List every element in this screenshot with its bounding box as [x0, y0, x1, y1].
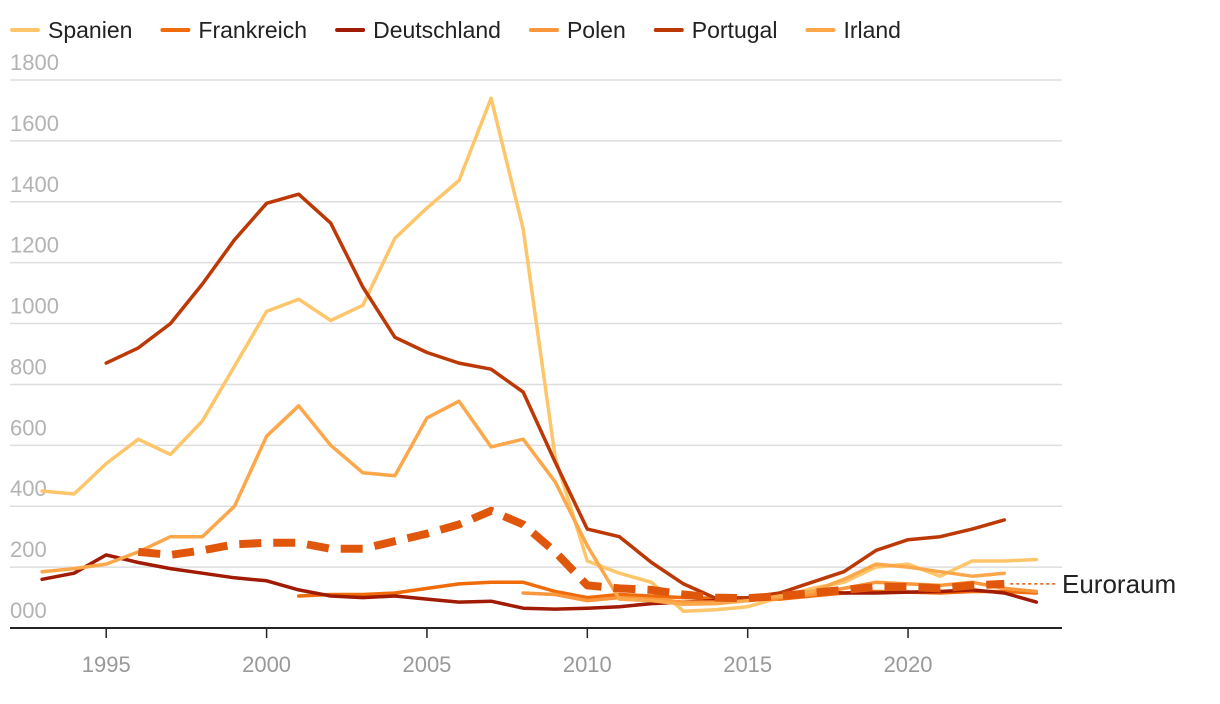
series-line-irland — [40, 399, 1007, 607]
x-tick-label: 2000 — [242, 652, 291, 677]
legend-label: Spanien — [48, 17, 132, 43]
y-tick-label: 400 — [10, 476, 47, 501]
legend-item-frankreich: Frankreich — [160, 17, 307, 43]
annotation-label: Euroraum — [1062, 569, 1176, 599]
x-tick-label: 2015 — [723, 652, 772, 677]
x-tick-label: 1995 — [82, 652, 131, 677]
y-tick-label: 1400 — [10, 172, 59, 197]
y-tick-label: 1600 — [10, 111, 59, 136]
annotations: Euroraum — [1010, 569, 1176, 599]
x-axis-ticks: 1995 2000 2005 2010 2015 2020 — [82, 628, 933, 677]
legend-label: Irland — [843, 17, 901, 43]
legend-item-polen: Polen — [528, 17, 626, 43]
y-tick-label: 800 — [10, 354, 47, 379]
legend-label: Portugal — [692, 17, 778, 43]
y-tick-label: 1200 — [10, 233, 59, 258]
series-line-portugal — [104, 192, 1007, 600]
legend-label: Polen — [567, 17, 626, 43]
legend-item-portugal: Portugal — [653, 17, 778, 43]
legend-label: Deutschland — [373, 17, 501, 43]
x-tick-label: 2010 — [563, 652, 612, 677]
series-line-euroraum — [137, 506, 1005, 603]
y-tick-label: 000 — [10, 598, 47, 623]
series-line-deutschland — [40, 553, 1039, 611]
y-tick-label: 1800 — [10, 50, 59, 75]
legend-item-irland: Irland — [805, 17, 901, 43]
legend-item-spanien: Spanien — [10, 17, 132, 43]
y-tick-label: 200 — [10, 537, 47, 562]
x-tick-label: 2020 — [884, 652, 933, 677]
y-tick-label: 1000 — [10, 294, 59, 319]
legend-label: Frankreich — [198, 17, 307, 43]
y-tick-label: 600 — [10, 415, 47, 440]
series-lines — [40, 96, 1039, 614]
legend-item-deutschland: Deutschland — [335, 17, 501, 43]
x-tick-label: 2005 — [402, 652, 451, 677]
series-line-spanien — [40, 96, 1039, 614]
y-axis-ticks: 000 200 400 600 800 1000 1200 1400 1600 1800 — [10, 50, 59, 623]
legend: Spanien Frankreich Deutschland Polen Portuga… — [10, 17, 901, 43]
